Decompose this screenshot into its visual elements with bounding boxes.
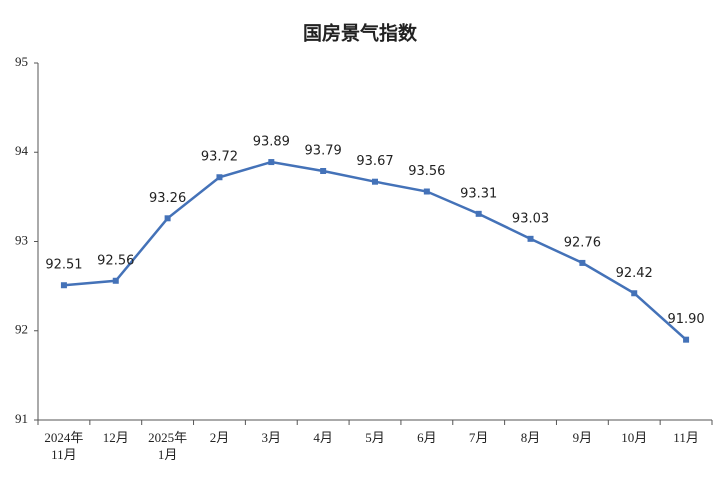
marker	[579, 259, 586, 266]
marker	[268, 159, 275, 166]
x-tick-label: 12月	[102, 430, 129, 445]
x-tick-label: 7月	[468, 430, 489, 445]
chart-title: 国房景气指数	[303, 22, 418, 45]
x-tick-label: 5月	[365, 430, 385, 445]
data-label: 92.76	[564, 235, 601, 250]
marker	[320, 167, 327, 174]
marker	[631, 290, 638, 297]
marker	[527, 235, 534, 242]
x-tick-label: 9月	[572, 430, 593, 445]
y-tick-label: 92	[15, 322, 28, 337]
data-label: 93.72	[201, 150, 238, 165]
marker	[60, 282, 67, 289]
x-tick-label: 2024年 11月	[44, 430, 84, 462]
marker	[423, 188, 430, 195]
x-tick-label: 2025年 1月	[148, 430, 188, 462]
data-label: 93.79	[305, 143, 342, 158]
x-tick-label: 10月	[621, 430, 648, 445]
y-tick-label: 93	[15, 232, 28, 247]
data-label: 93.89	[253, 135, 290, 150]
x-tick-label: 2月	[209, 430, 230, 445]
x-tick-label: 6月	[417, 430, 437, 445]
data-label: 93.26	[149, 191, 186, 206]
data-label: 93.56	[408, 164, 445, 179]
y-tick-label: 95	[15, 54, 28, 69]
marker	[475, 210, 482, 217]
data-label: 92.42	[616, 266, 653, 281]
x-tick-label: 4月	[313, 430, 333, 445]
x-tick-label: 3月	[261, 430, 282, 445]
data-label: 92.51	[45, 258, 82, 273]
x-tick-label: 8月	[520, 430, 541, 445]
line	[63, 160, 687, 341]
marker	[216, 174, 223, 181]
marker	[164, 215, 171, 222]
y-tick-label: 94	[15, 143, 29, 158]
data-label: 93.03	[512, 211, 549, 226]
marker	[112, 277, 119, 284]
y-tick-label: 91	[15, 411, 28, 426]
x-tick-label: 11月	[673, 430, 699, 445]
marker	[372, 178, 378, 185]
data-label: 91.90	[667, 312, 704, 327]
data-label: 93.67	[356, 154, 393, 169]
marker	[683, 336, 690, 343]
data-label: 92.56	[97, 253, 134, 268]
data-label: 93.31	[460, 186, 497, 201]
